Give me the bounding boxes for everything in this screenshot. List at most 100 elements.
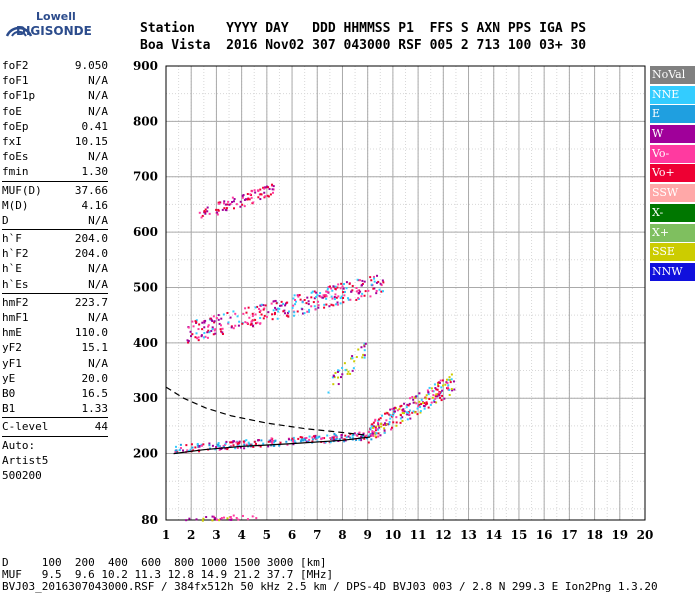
param-row: h`F2 204.0 [2,246,108,261]
echo-point [292,441,295,444]
echo-point [204,335,207,338]
echo-point [418,403,421,406]
echo-point [270,302,273,305]
echo-point [321,296,324,299]
echo-point [254,442,257,445]
echo-point [408,409,411,412]
echo-point [363,342,366,345]
echo-point [208,442,211,445]
echo-point [267,445,270,448]
echo-point [264,195,267,198]
echo-point [272,309,275,312]
echo-point [196,337,199,340]
param-value: 110.0 [74,326,108,340]
param-label: foF1 [2,74,29,88]
echo-point [347,370,350,373]
echo-point [302,439,305,442]
echo-point [299,298,302,301]
echo-point [379,434,382,437]
param-row: D N/A [2,213,108,228]
echo-point [212,515,215,518]
echo-point [399,421,402,424]
x-tick-label: 19 [611,528,628,542]
echo-point [232,207,235,210]
echo-point [232,514,235,517]
echo-point [211,515,214,518]
param-value: 0.41 [81,119,109,133]
param-separator [2,435,108,437]
echo-point [259,193,262,196]
echo-point [210,329,213,332]
echo-point [270,441,273,444]
echo-point [341,366,344,369]
echo-point [388,423,391,426]
echo-point [308,438,311,441]
echo-point [317,300,320,303]
echo-point [411,395,414,398]
echo-point [189,330,192,333]
echo-point [351,289,354,292]
echo-point [423,402,426,405]
echo-point [176,450,179,453]
y-tick-label: 80 [141,513,158,527]
echo-point [210,318,213,321]
echo-point [424,403,427,406]
echo-point [297,295,300,298]
echo-point [355,286,358,289]
echo-point [379,417,382,420]
echo-point [191,446,194,449]
echo-point [272,185,275,188]
echo-point [349,433,352,436]
echo-point [238,320,241,323]
echo-point [215,317,218,320]
echo-point [373,287,376,290]
echo-point [251,190,254,193]
echo-point [386,412,389,415]
echo-point [370,283,373,286]
y-tick-label: 200 [133,447,158,461]
param-row: B0 16.5 [2,386,108,401]
echo-point [218,448,221,451]
echo-point [373,431,376,434]
echo-point [226,311,229,314]
echo-point [234,447,237,450]
echo-point [204,212,207,215]
echo-point [427,393,430,396]
echo-point [333,438,336,441]
param-label: h`E [2,262,22,276]
echo-point [435,401,438,404]
param-row: fxI 10.15 [2,134,108,149]
echo-point [333,433,336,436]
echo-point [269,193,272,196]
echo-point [214,332,217,335]
echo-point [403,402,406,405]
echo-point [347,298,350,301]
echo-point [355,438,358,441]
echo-point [214,517,217,520]
echo-point [303,299,306,302]
echo-point [323,306,326,309]
echo-point [254,191,257,194]
echo-point [337,295,340,298]
echo-point [425,397,428,400]
echo-point [331,436,334,439]
param-row: hmF1 N/A [2,310,108,325]
param-row: M(D) 4.16 [2,198,108,213]
echo-point [327,285,330,288]
echo-point [204,319,207,322]
echo-point [258,311,261,314]
echo-point [375,290,378,293]
echo-point [290,439,293,442]
echo-point [363,280,366,283]
y-tick-label: 500 [133,280,158,294]
echo-point [351,355,354,358]
echo-point [244,198,247,201]
echo-point [270,437,273,440]
echo-point [383,427,386,430]
echo-point [415,402,418,405]
echo-point [223,200,226,203]
echo-point [332,375,335,378]
param-row: h`Es N/A [2,277,108,292]
echo-point [331,297,334,300]
echo-point [203,211,206,214]
